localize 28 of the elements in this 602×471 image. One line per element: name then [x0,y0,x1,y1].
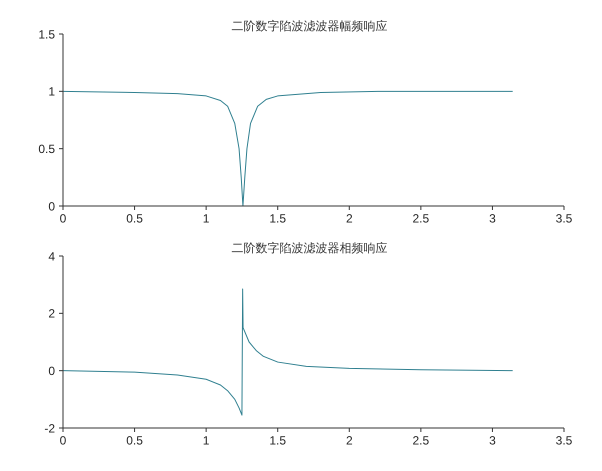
x-tick-label: 2 [346,434,353,448]
line-series [63,288,514,416]
chart-title: 二阶数字陷波滤波器相频响应 [230,240,388,257]
x-tick-label: 1 [202,212,210,226]
chart-title: 二阶数字陷波滤波器幅频响应 [230,18,388,35]
x-tick-label: 1 [202,434,210,448]
x-tick-label: 1.5 [269,212,286,226]
x-tick-label: 3 [489,212,496,226]
y-tick-label: 0 [48,364,56,378]
x-tick-label: 1.5 [269,434,286,448]
x-tick-label: 0.5 [126,212,144,226]
y-tick-label: -2 [44,421,56,436]
line-series [63,90,514,206]
y-tick-label: 1 [48,84,56,99]
y-tick-label: 0 [48,199,56,214]
x-tick-label: 2.5 [412,212,430,226]
x-tick-label: 2.5 [412,434,430,448]
y-tick-label: 0.5 [38,142,56,156]
x-tick-label: 3 [489,434,496,448]
x-tick-label: 3.5 [556,434,573,448]
y-tick-label: 2 [48,306,56,321]
x-tick-label: 0 [60,434,67,448]
x-tick-label: 0 [60,212,67,226]
x-tick-label: 0.5 [126,434,144,448]
x-tick-label: 3.5 [556,212,573,226]
y-tick-label: 1.5 [38,27,56,42]
y-tick-label: 4 [48,249,56,264]
x-tick-label: 2 [346,212,353,226]
